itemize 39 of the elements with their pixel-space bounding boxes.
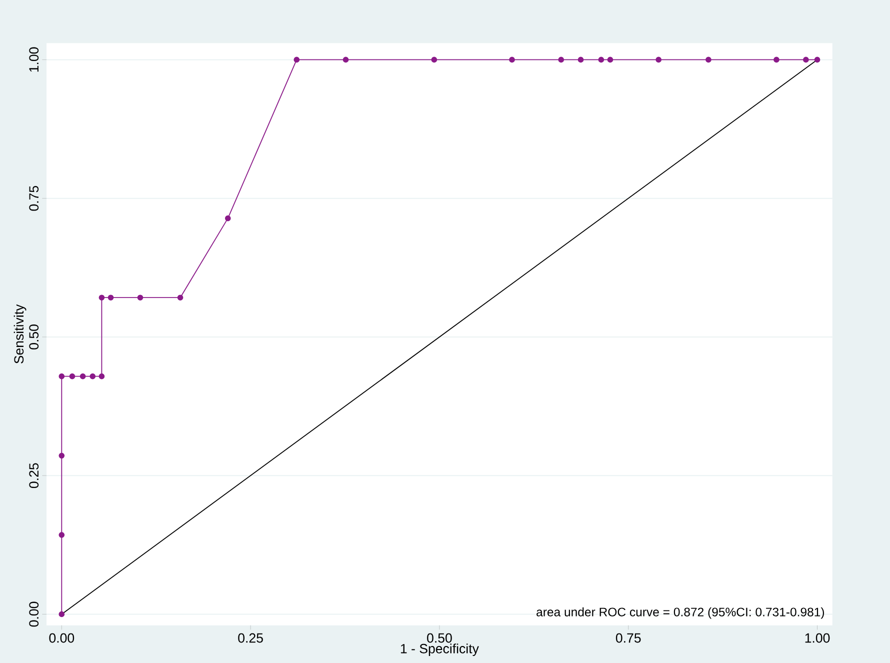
point xyxy=(598,56,604,63)
y-tick-label: 0.25 xyxy=(29,463,39,488)
x-tick-label: 0.50 xyxy=(427,633,452,643)
point xyxy=(98,294,105,300)
point xyxy=(814,56,820,63)
point xyxy=(80,373,86,380)
point xyxy=(90,373,96,380)
point xyxy=(431,56,438,63)
y-tick-label: 0.50 xyxy=(29,324,39,350)
point xyxy=(137,294,144,300)
point xyxy=(578,56,584,63)
y-tick-label: 0.75 xyxy=(29,186,39,211)
point xyxy=(108,294,114,300)
point xyxy=(706,56,712,63)
point xyxy=(656,56,662,63)
point xyxy=(607,56,614,63)
y-tick-label: 1.00 xyxy=(29,47,39,72)
annotation: area under ROC curve = 0.872 (95%CI: 0.731-0.981) xyxy=(536,607,824,619)
x-tick-label: 1.00 xyxy=(805,633,830,643)
x-axis-title: 1 - Specificity xyxy=(400,644,479,656)
y-tick-label: 0.00 xyxy=(29,602,39,627)
point xyxy=(558,56,564,63)
point xyxy=(98,373,105,380)
point xyxy=(294,56,300,63)
point xyxy=(774,56,780,63)
point xyxy=(509,56,515,63)
point xyxy=(69,373,76,380)
x-tick-label: 0.75 xyxy=(616,633,641,643)
point xyxy=(58,373,65,380)
point xyxy=(177,294,184,300)
x-tick-label: 0.00 xyxy=(49,633,74,643)
point xyxy=(342,56,349,63)
point xyxy=(58,452,65,458)
point xyxy=(224,215,231,222)
point xyxy=(58,611,65,618)
x-tick-label: 0.25 xyxy=(238,633,263,643)
y-axis-title: Sensitivity xyxy=(14,304,26,364)
point xyxy=(803,56,809,63)
point xyxy=(58,532,65,538)
